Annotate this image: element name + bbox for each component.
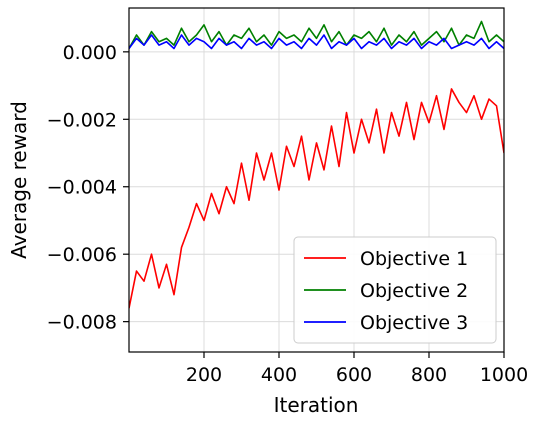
x-tick-label: 600 xyxy=(336,364,372,386)
x-tick-label: 400 xyxy=(261,364,297,386)
series-layer xyxy=(129,20,504,309)
x-axis-label: Iteration xyxy=(274,393,359,417)
x-tick-label: 200 xyxy=(186,364,222,386)
x-axis-ticks: 200 400 600 800 1000 xyxy=(186,352,528,386)
y-tick-label: −0.008 xyxy=(47,312,117,334)
objective-1-legend-label: Objective 1 xyxy=(360,248,468,270)
legend-box xyxy=(293,236,497,344)
objective-2-legend-label: Objective 2 xyxy=(360,280,468,302)
y-tick-label: −0.004 xyxy=(47,177,117,199)
y-axis-label: Average reward xyxy=(7,101,31,259)
objective-3-line xyxy=(129,34,504,50)
plot-frame xyxy=(128,7,505,353)
objective-3-legend-label: Objective 3 xyxy=(360,312,468,334)
y-tick-label: −0.002 xyxy=(47,109,117,131)
y-tick-label: 0.000 xyxy=(63,42,117,64)
y-tick-label: −0.006 xyxy=(47,244,117,266)
x-tick-label: 1000 xyxy=(480,364,528,386)
objective-2-line xyxy=(129,20,504,49)
x-tick-label: 800 xyxy=(411,364,447,386)
y-axis-ticks: 0.000 −0.002 −0.004 −0.006 −0.008 xyxy=(47,42,129,334)
objective-1-line xyxy=(129,88,504,309)
legend: Objective 1 Objective 2 Objective 3 xyxy=(293,236,497,344)
